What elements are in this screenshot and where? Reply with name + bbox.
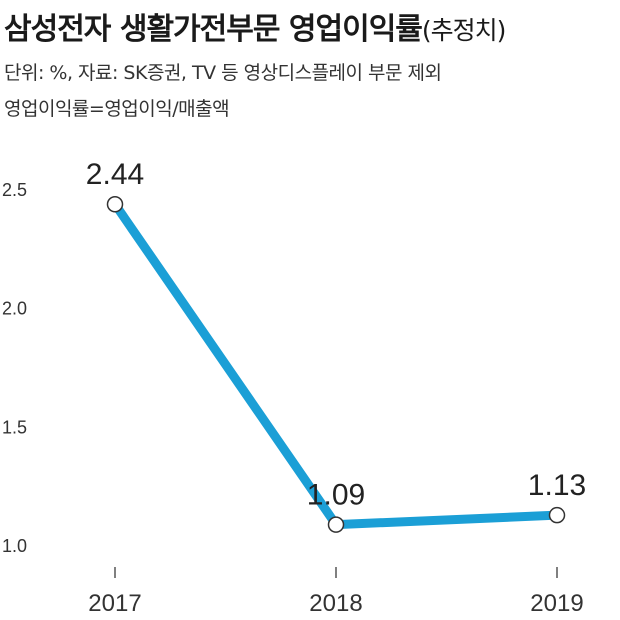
data-label: 1.09	[307, 479, 365, 512]
x-tick-label: 2019	[530, 590, 583, 617]
x-tick-label: 2017	[88, 590, 141, 617]
data-label: 2.44	[86, 158, 144, 191]
chart-title-suffix: (추정치)	[421, 16, 507, 45]
data-point	[327, 516, 345, 533]
data-point	[106, 195, 124, 213]
x-tick-label: 2018	[309, 590, 362, 617]
y-tick-label: 2.0	[2, 299, 27, 319]
data-point	[548, 506, 566, 524]
chart-note-definition: 영업이익률=영업이익/매출액	[4, 98, 230, 120]
y-tick-label: 2.5	[2, 180, 27, 200]
data-label: 1.13	[528, 469, 586, 502]
chart-title: 삼성전자 생활가전부문 영업이익률(추정치)	[4, 4, 507, 48]
series-line	[111, 201, 558, 530]
y-tick-label: 1.0	[2, 536, 27, 556]
y-tick-label: 1.5	[2, 417, 27, 437]
chart-note-unit-source: 단위: %, 자료: SK증권, TV 등 영상디스플레이 부문 제외	[4, 62, 442, 84]
chart-title-main: 삼성전자 생활가전부문 영업이익률	[4, 12, 423, 47]
